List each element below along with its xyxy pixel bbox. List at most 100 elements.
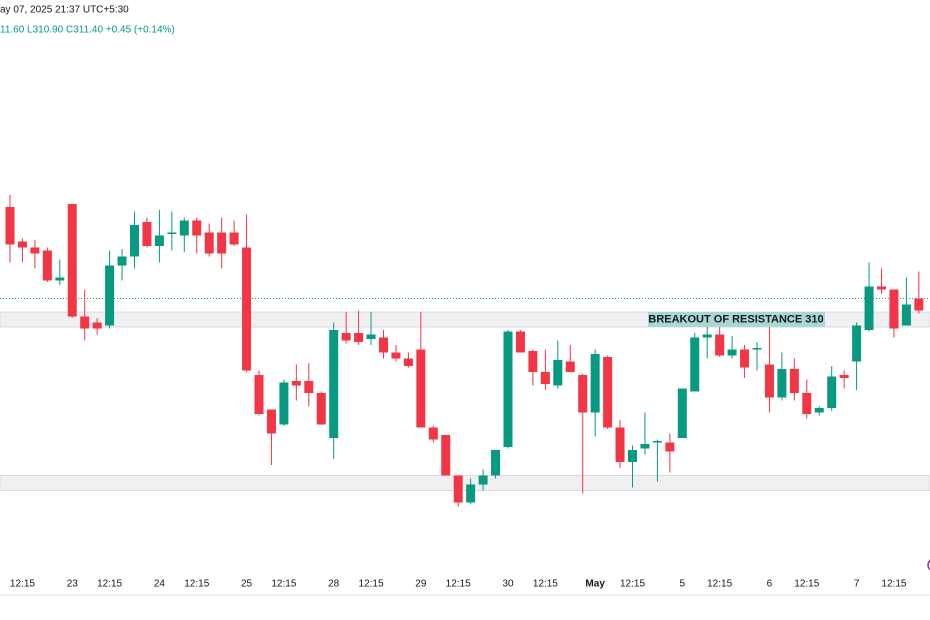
- candle-body: [578, 375, 588, 413]
- x-tick-label: 12:15: [794, 579, 819, 590]
- candle-body: [515, 331, 525, 353]
- candle-body: [329, 330, 339, 438]
- x-tick-label: 29: [415, 579, 427, 590]
- x-tick-label: 12:15: [359, 579, 384, 590]
- candle-body: [30, 247, 40, 254]
- candle-body: [901, 304, 911, 326]
- x-tick-label: 6: [767, 579, 773, 590]
- candle-body: [752, 348, 762, 350]
- candle-body: [802, 393, 812, 414]
- candle-body: [80, 316, 90, 329]
- x-tick-label: May: [585, 579, 605, 590]
- x-tick-label: 12:15: [10, 579, 35, 590]
- zone: [0, 475, 930, 491]
- candle-body: [441, 435, 451, 476]
- x-tick-label: 5: [680, 579, 686, 590]
- candle-body: [652, 441, 662, 443]
- candle-body: [42, 250, 52, 281]
- candle-body: [167, 232, 177, 234]
- candle-body: [503, 331, 513, 447]
- x-tick-label: 12:15: [533, 579, 558, 590]
- candle-body: [229, 232, 239, 245]
- candle-body: [889, 289, 899, 329]
- candle-body: [565, 361, 575, 372]
- x-tick-label: 12:15: [271, 579, 296, 590]
- candle-body: [67, 204, 77, 317]
- candle-body: [590, 354, 600, 413]
- x-tick-label: 7: [854, 579, 860, 590]
- candle-body: [17, 241, 27, 248]
- header-date: ay 07, 2025 21:37 UTC+5:30: [0, 5, 129, 16]
- candle-body: [540, 372, 550, 384]
- indicator-icon: [927, 559, 930, 571]
- candle-body: [179, 220, 189, 236]
- candle-body: [466, 484, 476, 503]
- candle-body: [142, 222, 152, 246]
- candle-body: [852, 325, 862, 362]
- candle-body: [291, 381, 301, 386]
- candle-body: [391, 352, 401, 359]
- x-tick-label: 24: [154, 579, 166, 590]
- candle-body: [528, 351, 538, 372]
- candle-body: [117, 256, 127, 266]
- candle-body: [764, 364, 774, 398]
- candle-body: [92, 322, 102, 329]
- x-tick-label: 12:15: [620, 579, 645, 590]
- x-tick-label: 12:15: [881, 579, 906, 590]
- candle-body: [491, 450, 501, 476]
- candle-body: [105, 265, 115, 326]
- candle-body: [777, 369, 787, 398]
- candle-body: [354, 333, 364, 342]
- candle-body: [628, 450, 637, 462]
- annotation-box: [648, 312, 825, 327]
- candle-body: [266, 409, 276, 434]
- candle-body: [839, 375, 849, 378]
- candle-body: [827, 376, 837, 408]
- x-tick-label: 12:15: [97, 579, 122, 590]
- candle-body: [453, 475, 463, 503]
- candle-body: [55, 277, 65, 281]
- candle-body: [403, 358, 413, 366]
- x-tick-label: 23: [67, 579, 79, 590]
- candle-body: [192, 220, 202, 236]
- candle-body: [5, 207, 15, 245]
- candle-body: [242, 247, 252, 371]
- candle-body: [677, 388, 687, 438]
- candle-body: [715, 334, 725, 356]
- candle-body: [379, 337, 388, 353]
- candle-body: [640, 444, 650, 449]
- x-tick-label: 12:15: [446, 579, 471, 590]
- candle-body: [727, 349, 737, 356]
- x-tick-label: 12:15: [707, 579, 732, 590]
- candle-body: [553, 360, 563, 386]
- candle-body: [304, 381, 314, 393]
- candle-body: [341, 333, 351, 341]
- candle-body: [690, 337, 700, 392]
- candle-body: [814, 408, 824, 413]
- candle-body: [740, 349, 750, 368]
- candle-body: [279, 382, 289, 425]
- candle-body: [702, 334, 712, 338]
- annotation: BREAKOUT OF RESISTANCE 310: [648, 313, 823, 325]
- candle-body: [603, 357, 613, 428]
- candle-body: [478, 475, 488, 485]
- x-tick-label: 30: [502, 579, 514, 590]
- candle-body: [254, 375, 264, 414]
- candle-body: [204, 232, 214, 254]
- header-ohlc: 11.60 L310.90 C311.40 +0.45 (+0.14%): [0, 25, 175, 36]
- candle-body: [316, 393, 326, 425]
- candle-body: [864, 286, 874, 330]
- candle-body: [154, 235, 164, 246]
- x-tick-label: 25: [241, 579, 253, 590]
- x-tick-label: 12:15: [184, 579, 209, 590]
- candle-body: [665, 442, 675, 452]
- candle-body: [914, 298, 924, 311]
- candle-body: [416, 349, 426, 428]
- candle-body: [366, 334, 376, 339]
- candle-body: [130, 225, 139, 257]
- candle-body: [217, 232, 227, 254]
- candle-body: [428, 427, 438, 440]
- candle-body: [615, 427, 625, 462]
